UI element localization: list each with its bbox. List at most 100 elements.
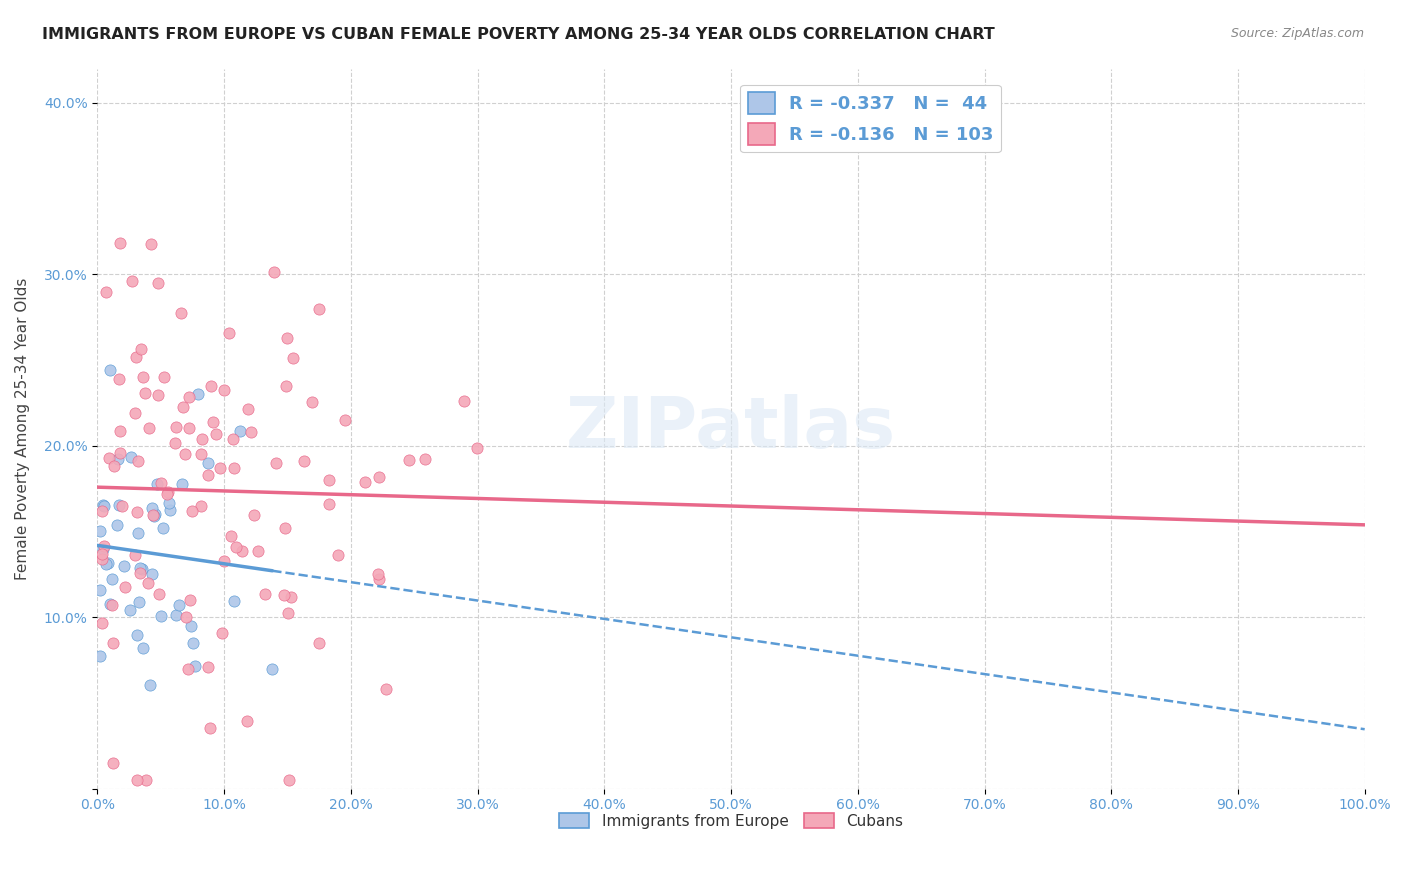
Point xyxy=(212,383,235,397)
Point xyxy=(97,450,120,465)
Point xyxy=(280,591,302,605)
Point xyxy=(98,597,121,611)
Point xyxy=(173,447,195,461)
Point xyxy=(273,588,295,602)
Point xyxy=(167,598,190,612)
Text: Source: ZipAtlas.com: Source: ZipAtlas.com xyxy=(1230,27,1364,40)
Point xyxy=(413,451,436,466)
Point xyxy=(301,395,323,409)
Point xyxy=(93,499,115,513)
Point xyxy=(138,421,160,435)
Point xyxy=(198,721,221,735)
Point xyxy=(190,447,212,461)
Point xyxy=(242,508,264,523)
Legend: Immigrants from Europe, Cubans: Immigrants from Europe, Cubans xyxy=(553,806,910,835)
Point xyxy=(131,369,153,384)
Point xyxy=(128,561,150,575)
Point xyxy=(453,393,475,408)
Point xyxy=(328,548,350,562)
Text: IMMIGRANTS FROM EUROPE VS CUBAN FEMALE POVERTY AMONG 25-34 YEAR OLDS CORRELATION: IMMIGRANTS FROM EUROPE VS CUBAN FEMALE P… xyxy=(42,27,995,42)
Point xyxy=(292,454,315,468)
Point xyxy=(124,548,146,562)
Point xyxy=(98,363,121,377)
Point xyxy=(197,456,219,470)
Point xyxy=(222,432,245,446)
Point xyxy=(333,413,356,427)
Point xyxy=(179,390,201,404)
Point xyxy=(97,557,120,571)
Point xyxy=(375,682,398,697)
Point xyxy=(128,595,150,609)
Point xyxy=(172,400,194,414)
Point xyxy=(91,547,114,561)
Point xyxy=(152,521,174,535)
Point xyxy=(367,567,389,582)
Point xyxy=(132,641,155,656)
Point xyxy=(148,587,170,601)
Point xyxy=(318,473,340,487)
Point xyxy=(218,326,240,341)
Point xyxy=(353,475,375,490)
Point xyxy=(177,662,200,676)
Point xyxy=(181,636,204,650)
Point xyxy=(200,379,222,393)
Point xyxy=(184,659,207,673)
Point xyxy=(91,504,114,518)
Point xyxy=(187,387,209,401)
Point xyxy=(165,436,187,450)
Point xyxy=(125,628,148,642)
Point xyxy=(110,235,132,250)
Point xyxy=(274,378,297,392)
Point xyxy=(277,606,299,620)
Point xyxy=(103,756,125,771)
Point xyxy=(157,496,180,510)
Point xyxy=(129,342,152,356)
Point xyxy=(111,499,134,513)
Point xyxy=(146,388,169,402)
Point xyxy=(181,503,204,517)
Point xyxy=(211,625,233,640)
Point xyxy=(127,505,149,519)
Point xyxy=(127,454,149,468)
Point xyxy=(91,615,114,630)
Point xyxy=(222,594,245,608)
Point xyxy=(180,619,202,633)
Point xyxy=(277,772,299,787)
Point xyxy=(91,498,114,512)
Point xyxy=(229,425,252,439)
Point xyxy=(146,277,169,291)
Point xyxy=(367,470,389,484)
Point xyxy=(103,636,125,650)
Point xyxy=(89,648,111,663)
Point xyxy=(263,265,285,279)
Point xyxy=(225,540,247,554)
Point xyxy=(134,385,156,400)
Point xyxy=(143,507,166,521)
Point xyxy=(121,274,143,288)
Point xyxy=(114,580,136,594)
Point xyxy=(159,503,181,517)
Point xyxy=(247,543,270,558)
Point xyxy=(96,557,118,571)
Point xyxy=(141,567,163,582)
Point xyxy=(135,772,157,787)
Point xyxy=(219,529,242,543)
Point xyxy=(153,370,176,384)
Point xyxy=(197,468,219,483)
Point xyxy=(165,607,187,622)
Point xyxy=(201,415,224,429)
Point xyxy=(169,306,191,320)
Point xyxy=(222,460,245,475)
Point xyxy=(118,602,141,616)
Point xyxy=(124,406,146,420)
Point xyxy=(128,566,150,581)
Point xyxy=(156,484,179,499)
Point xyxy=(139,236,162,251)
Point xyxy=(141,500,163,515)
Point xyxy=(190,500,212,514)
Point xyxy=(165,420,187,434)
Point xyxy=(308,301,330,316)
Point xyxy=(127,526,149,541)
Point xyxy=(179,592,201,607)
Point xyxy=(174,610,197,624)
